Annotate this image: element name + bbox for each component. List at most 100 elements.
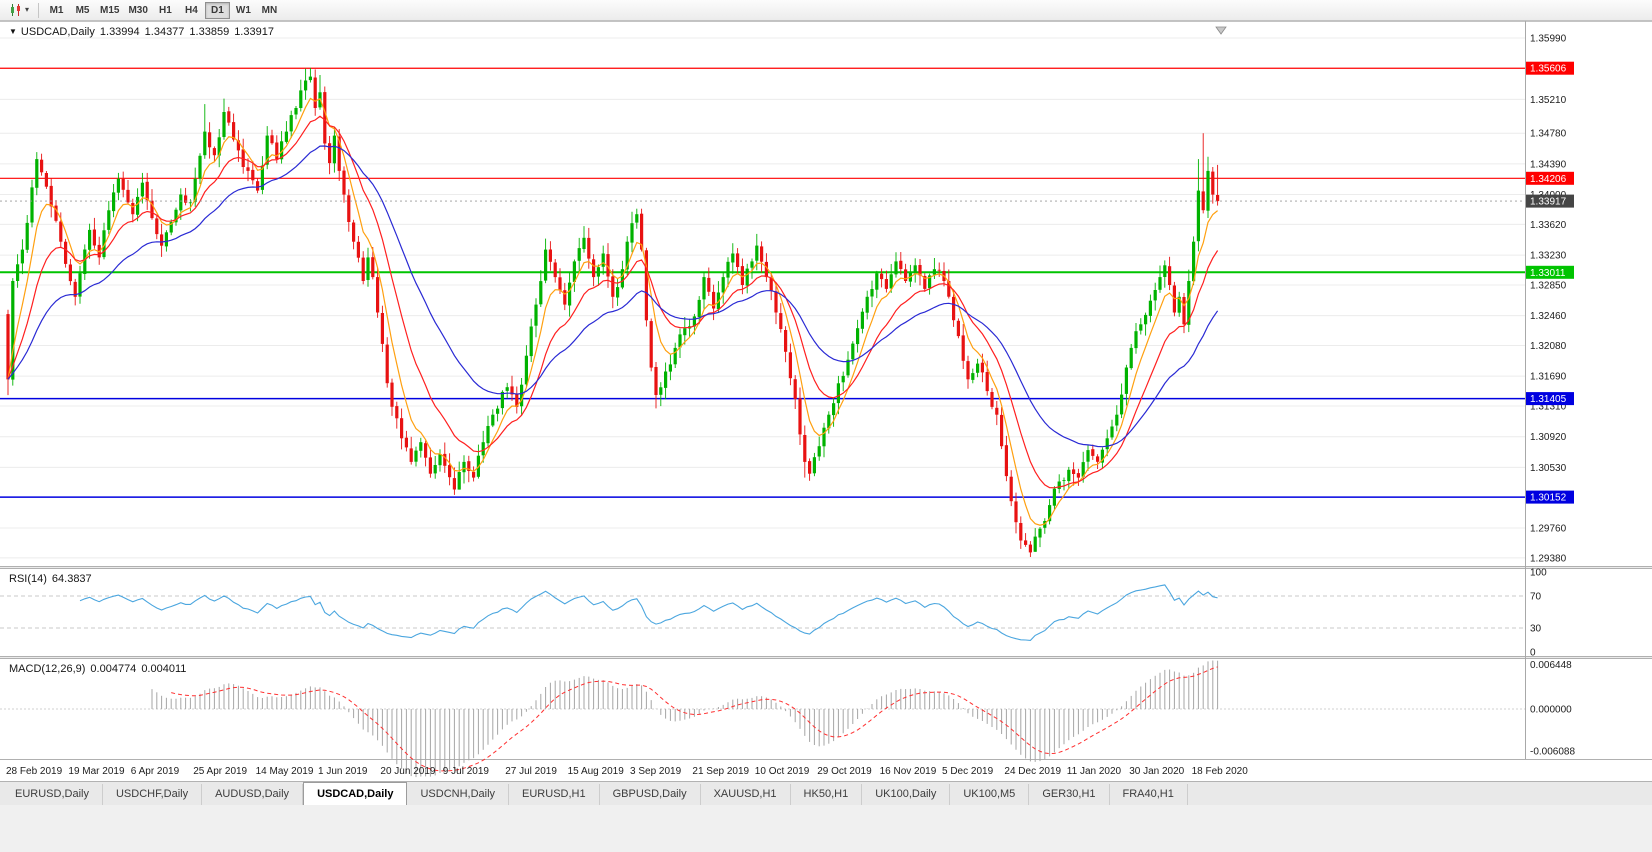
chart-tab-ger30-h1[interactable]: GER30,H1 [1029, 784, 1110, 805]
timeframe-toolbar: ▾ M1 M5 M15 M30 H1 H4 D1 W1 MN [0, 0, 1652, 21]
timeframe-button-m30[interactable]: M30 [124, 2, 151, 19]
svg-text:1.33230: 1.33230 [1530, 251, 1567, 262]
svg-text:1.34780: 1.34780 [1530, 129, 1567, 140]
svg-text:0: 0 [1530, 648, 1536, 659]
timeframe-button-m1[interactable]: M1 [44, 2, 69, 19]
svg-text:-0.006088: -0.006088 [1530, 747, 1575, 758]
chart-tab-xauusd-h1[interactable]: XAUUSD,H1 [701, 784, 791, 805]
svg-text:100: 100 [1530, 568, 1547, 579]
rsi-value: 64.3837 [51, 573, 92, 585]
dropdown-caret-icon: ▾ [25, 5, 30, 14]
chart-tab-hk50-h1[interactable]: HK50,H1 [791, 784, 863, 805]
macd-pane: 0.006448 0.000000 -0.006088 [0, 660, 1575, 778]
macd-name: MACD(12,26,9) [9, 663, 86, 675]
timeframe-button-m15[interactable]: M15 [96, 2, 123, 19]
svg-text:1 Jun 2019: 1 Jun 2019 [318, 766, 368, 777]
svg-text:1.30920: 1.30920 [1530, 432, 1567, 443]
chart-tab-gbpusd-daily[interactable]: GBPUSD,Daily [600, 784, 701, 805]
time-scale[interactable]: 28 Feb 2019 19 Mar 2019 6 Apr 2019 25 Apr 2… [6, 766, 1248, 777]
ma-mid-line [7, 115, 1219, 489]
macd-signal-line [171, 666, 1218, 772]
svg-text:24 Dec 2019: 24 Dec 2019 [1004, 766, 1061, 777]
timeframe-buttons: M1 M5 M15 M30 H1 H4 D1 W1 MN [44, 1, 283, 19]
svg-text:3 Sep 2019: 3 Sep 2019 [630, 766, 682, 777]
chart-tab-eurusd-daily[interactable]: EURUSD,Daily [2, 784, 103, 805]
svg-text:1.31405: 1.31405 [1530, 394, 1567, 405]
pane-splitter[interactable] [0, 656, 1652, 659]
svg-text:19 Mar 2019: 19 Mar 2019 [68, 766, 125, 777]
svg-text:5 Dec 2019: 5 Dec 2019 [942, 766, 994, 777]
svg-text:28 Feb 2019: 28 Feb 2019 [6, 766, 63, 777]
svg-text:10 Oct 2019: 10 Oct 2019 [755, 766, 810, 777]
price-label-resistance-1 [1526, 61, 1574, 75]
chart-tab-uk100-m5[interactable]: UK100,M5 [950, 784, 1030, 805]
candlesticks [6, 67, 1220, 557]
chart-tab-usdchf-daily[interactable]: USDCHF,Daily [103, 784, 203, 805]
current-price-label [1526, 194, 1574, 208]
timeframe-button-h4[interactable]: H4 [179, 2, 204, 19]
price-gridlines [0, 37, 1525, 559]
price-scale[interactable]: 1.359901.352101.347801.343901.340001.336… [1526, 34, 1574, 565]
svg-text:30 Jan 2020: 30 Jan 2020 [1129, 766, 1184, 777]
candlestick-chart-icon [11, 4, 20, 16]
svg-text:1.29760: 1.29760 [1530, 523, 1567, 534]
svg-text:16 Nov 2019: 16 Nov 2019 [880, 766, 937, 777]
macd-signal-value: 0.004011 [141, 663, 187, 675]
svg-text:0.006448: 0.006448 [1530, 660, 1572, 671]
svg-text:9 Jul 2019: 9 Jul 2019 [443, 766, 490, 777]
svg-text:25 Apr 2019: 25 Apr 2019 [193, 766, 247, 777]
svg-text:1.35210: 1.35210 [1530, 95, 1567, 106]
svg-text:1.33620: 1.33620 [1530, 220, 1567, 231]
one-click-trading-toggle[interactable]: ▼ [9, 27, 17, 36]
chart-tab-audusd-daily[interactable]: AUDUSD,Daily [202, 784, 304, 805]
rsi-name: RSI(14) [9, 573, 47, 585]
svg-text:1.33917: 1.33917 [1530, 197, 1567, 208]
svg-text:20 Jun 2019: 20 Jun 2019 [380, 766, 435, 777]
chart-tab-fra40-h1[interactable]: FRA40,H1 [1110, 784, 1188, 805]
timeframe-button-d1[interactable]: D1 [204, 1, 230, 19]
symbol-period-label: USDCAD,Daily [20, 26, 95, 38]
svg-text:1.34390: 1.34390 [1530, 159, 1567, 170]
chart-background [0, 21, 1652, 781]
price-label-support-blue-2 [1526, 490, 1574, 504]
chart-tab-eurusd-h1[interactable]: EURUSD,H1 [509, 784, 600, 805]
low-value: 1.33859 [189, 26, 230, 38]
toolbar-separator [38, 2, 40, 18]
svg-text:1.32080: 1.32080 [1530, 341, 1567, 352]
close-value: 1.33917 [234, 26, 274, 38]
chart-canvas[interactable]: 1.359901.352101.347801.343901.340001.336… [0, 21, 1652, 781]
svg-text:29 Oct 2019: 29 Oct 2019 [817, 766, 872, 777]
svg-text:30: 30 [1530, 624, 1542, 635]
chart-shift-marker[interactable] [1215, 26, 1227, 35]
ma-slow-line [7, 145, 1219, 448]
svg-text:0.000000: 0.000000 [1530, 705, 1572, 716]
svg-text:1.32460: 1.32460 [1530, 311, 1567, 322]
svg-text:1.31310: 1.31310 [1530, 402, 1567, 413]
svg-text:1.29380: 1.29380 [1530, 553, 1567, 564]
chart-tab-usdcad-daily[interactable]: USDCAD,Daily [303, 782, 408, 805]
price-label-support-green [1526, 265, 1574, 279]
svg-text:1.30530: 1.30530 [1530, 463, 1567, 474]
timeframe-button-mn[interactable]: MN [257, 2, 282, 19]
chart-tab-usdcnh-daily[interactable]: USDCNH,Daily [407, 784, 510, 805]
rsi-label: RSI(14) 64.3837 [9, 573, 92, 585]
svg-text:18 Feb 2020: 18 Feb 2020 [1192, 766, 1249, 777]
timeframe-button-h1[interactable]: H1 [153, 2, 178, 19]
svg-text:11 Jan 2020: 11 Jan 2020 [1067, 766, 1122, 777]
chart-title: ▼ USDCAD,Daily 1.33994 1.34377 1.33859 1.3391… [9, 26, 274, 38]
chart-window: 1.359901.352101.347801.343901.340001.336… [0, 21, 1652, 781]
chart-tab-uk100-daily[interactable]: UK100,Daily [862, 784, 951, 805]
svg-text:21 Sep 2019: 21 Sep 2019 [692, 766, 749, 777]
chart-type-button[interactable]: ▾ [4, 1, 33, 19]
macd-main-value: 0.004774 [90, 663, 137, 675]
svg-text:27 Jul 2019: 27 Jul 2019 [505, 766, 557, 777]
svg-text:6 Apr 2019: 6 Apr 2019 [131, 766, 180, 777]
pane-splitter[interactable] [0, 566, 1652, 569]
timeframe-button-w1[interactable]: W1 [231, 2, 256, 19]
price-label-support-blue-1 [1526, 392, 1574, 406]
svg-text:1.34206: 1.34206 [1530, 174, 1567, 185]
timeframe-button-m5[interactable]: M5 [70, 2, 95, 19]
svg-text:15 Aug 2019: 15 Aug 2019 [568, 766, 625, 777]
chart-tab-bar: EURUSD,Daily USDCHF,Daily AUDUSD,Daily USDC… [0, 781, 1652, 805]
